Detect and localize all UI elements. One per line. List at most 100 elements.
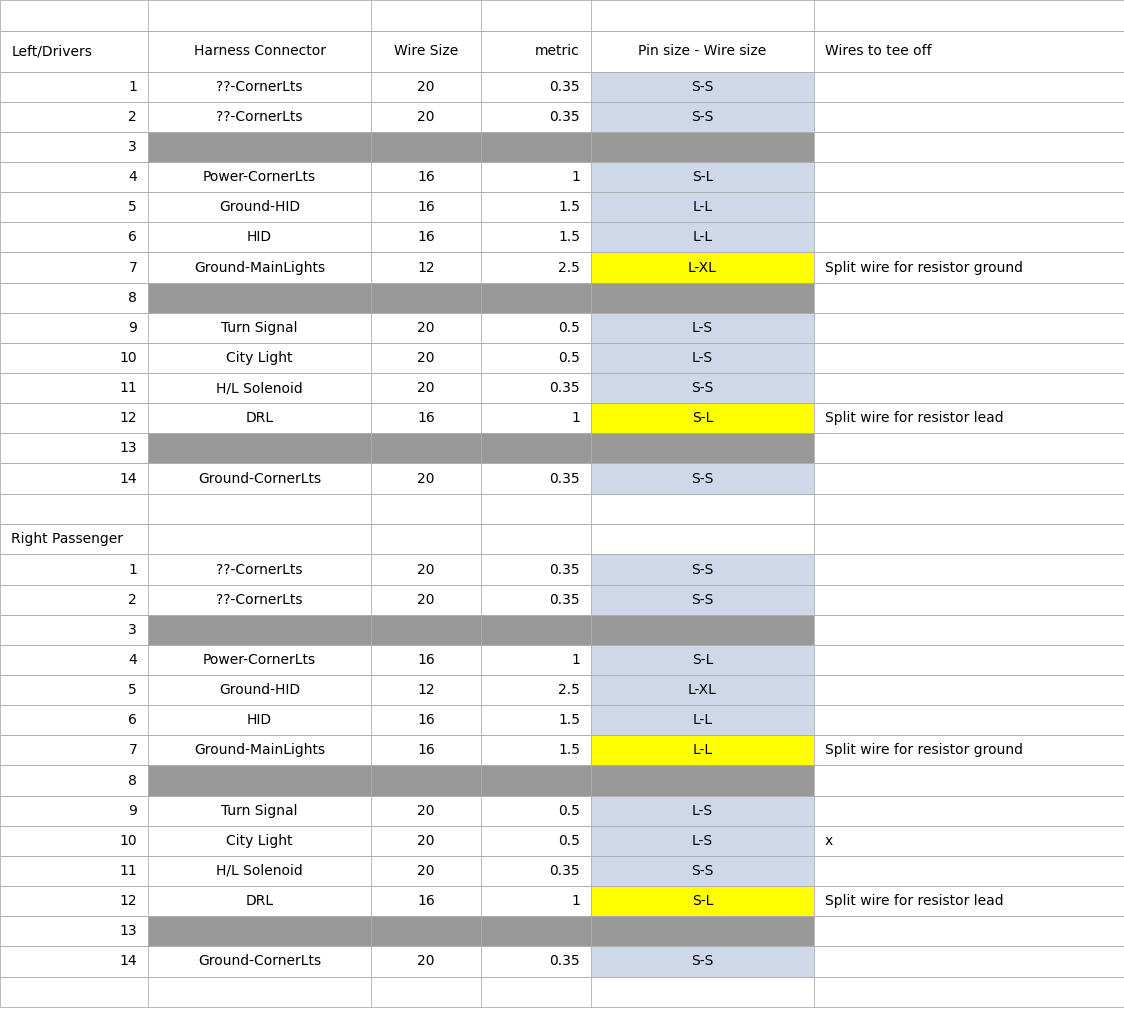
Bar	[371, 675, 481, 705]
Text: S-S: S-S	[691, 381, 714, 396]
Text: 0.35: 0.35	[550, 955, 580, 969]
Bar	[148, 554, 371, 585]
Bar	[814, 373, 1124, 403]
Bar	[591, 313, 814, 342]
Text: S-S: S-S	[691, 471, 714, 485]
Bar	[148, 192, 371, 222]
Bar	[148, 826, 371, 855]
Bar	[0, 252, 148, 282]
Bar	[814, 101, 1124, 132]
Bar	[591, 585, 814, 614]
Bar	[371, 735, 481, 765]
Text: DRL: DRL	[245, 894, 274, 909]
Text: L-S: L-S	[692, 321, 713, 335]
Bar	[0, 222, 148, 252]
Bar	[371, 342, 481, 373]
Text: L-L: L-L	[692, 230, 713, 244]
Text: ??-CornerLts: ??-CornerLts	[217, 562, 302, 576]
Text: L-L: L-L	[692, 200, 713, 215]
Text: ??-CornerLts: ??-CornerLts	[217, 109, 302, 124]
Bar	[0, 132, 148, 161]
Bar	[814, 313, 1124, 342]
Text: S-S: S-S	[691, 593, 714, 607]
Bar	[0, 342, 148, 373]
Text: 1.5: 1.5	[558, 230, 580, 244]
Bar	[481, 886, 591, 916]
Bar	[814, 916, 1124, 946]
Text: 1.5: 1.5	[558, 200, 580, 215]
Bar	[481, 192, 591, 222]
Bar	[148, 765, 371, 795]
Bar	[148, 645, 371, 675]
Bar	[591, 161, 814, 192]
Bar	[814, 282, 1124, 313]
Bar	[0, 765, 148, 795]
Text: 3: 3	[128, 622, 137, 637]
Text: Ground-CornerLts: Ground-CornerLts	[198, 955, 321, 969]
Bar	[371, 886, 481, 916]
Bar	[591, 222, 814, 252]
Text: 0.35: 0.35	[550, 562, 580, 576]
Bar	[591, 0, 814, 31]
Text: 5: 5	[128, 683, 137, 697]
Bar	[591, 132, 814, 161]
Text: 0.35: 0.35	[550, 381, 580, 396]
Bar	[148, 886, 371, 916]
Bar	[148, 463, 371, 494]
Bar	[481, 614, 591, 645]
Text: 0.35: 0.35	[550, 109, 580, 124]
Bar	[814, 222, 1124, 252]
Bar	[371, 0, 481, 31]
Bar	[481, 433, 591, 463]
Text: Split wire for resistor ground: Split wire for resistor ground	[825, 261, 1023, 275]
Bar	[148, 313, 371, 342]
Text: ??-CornerLts: ??-CornerLts	[217, 80, 302, 94]
Bar	[814, 494, 1124, 524]
Bar	[371, 705, 481, 735]
Bar	[591, 554, 814, 585]
Bar	[148, 855, 371, 886]
Text: 1: 1	[571, 170, 580, 184]
Text: 6: 6	[128, 713, 137, 728]
Text: 14: 14	[119, 471, 137, 485]
Bar	[814, 252, 1124, 282]
Text: Pin size - Wire size: Pin size - Wire size	[638, 44, 767, 58]
Text: 7: 7	[128, 261, 137, 275]
Bar	[481, 313, 591, 342]
Text: 12: 12	[119, 411, 137, 425]
Text: Ground-CornerLts: Ground-CornerLts	[198, 471, 321, 485]
Bar	[814, 855, 1124, 886]
Bar	[371, 645, 481, 675]
Bar	[591, 645, 814, 675]
Bar	[591, 855, 814, 886]
Bar	[591, 252, 814, 282]
Bar	[148, 705, 371, 735]
Text: Split wire for resistor lead: Split wire for resistor lead	[825, 411, 1004, 425]
Text: L-S: L-S	[692, 803, 713, 818]
Bar	[481, 494, 591, 524]
Text: 2.5: 2.5	[559, 683, 580, 697]
Text: Power-CornerLts: Power-CornerLts	[203, 653, 316, 667]
Bar	[814, 554, 1124, 585]
Bar	[0, 373, 148, 403]
Bar	[481, 765, 591, 795]
Text: 16: 16	[417, 200, 435, 215]
Bar	[371, 313, 481, 342]
Bar	[591, 342, 814, 373]
Bar	[481, 132, 591, 161]
Bar	[481, 795, 591, 826]
Bar	[481, 976, 591, 1007]
Text: City Light: City Light	[226, 834, 293, 848]
Bar	[0, 554, 148, 585]
Text: S-S: S-S	[691, 955, 714, 969]
Bar	[371, 614, 481, 645]
Text: 20: 20	[417, 834, 435, 848]
Bar	[148, 675, 371, 705]
Text: 16: 16	[417, 894, 435, 909]
Bar	[481, 31, 591, 72]
Text: L-S: L-S	[692, 351, 713, 365]
Text: ??-CornerLts: ??-CornerLts	[217, 593, 302, 607]
Bar	[814, 886, 1124, 916]
Text: 11: 11	[119, 864, 137, 878]
Bar	[591, 524, 814, 554]
